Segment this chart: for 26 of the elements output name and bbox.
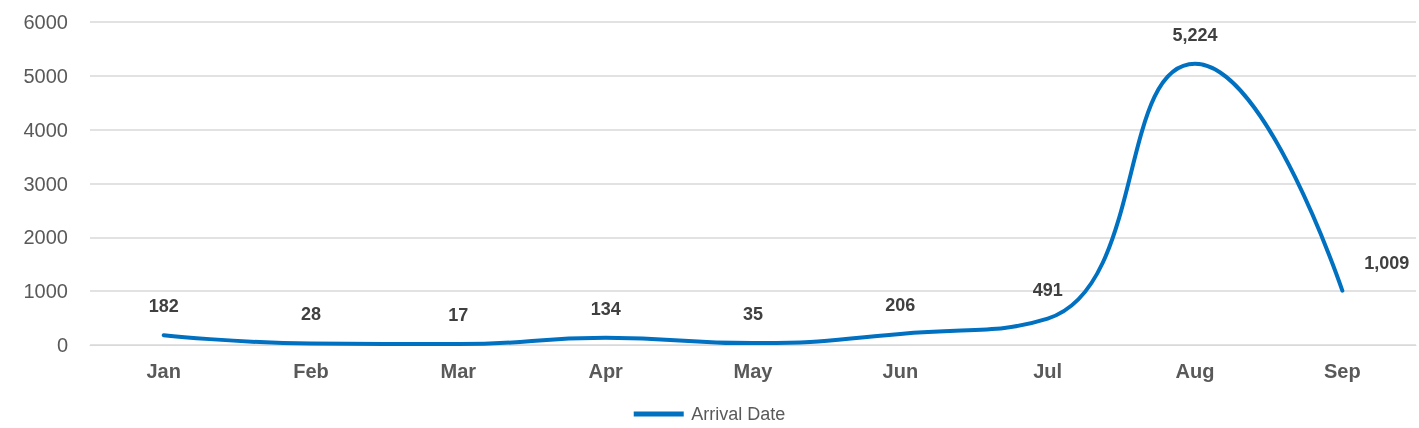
data-label: 28 [300, 304, 322, 325]
x-tick-label: Jul [1033, 360, 1063, 382]
x-tick-label: Apr [588, 360, 624, 382]
y-tick-label: 5000 [23, 64, 68, 87]
x-tick-label: Mar [440, 360, 477, 382]
x-tick-label: Jun [882, 360, 919, 382]
data-label: 206 [885, 294, 916, 315]
y-tick-label: 0 [56, 334, 68, 356]
x-tick-label: Aug [1175, 360, 1215, 382]
data-label: 35 [742, 304, 764, 325]
data-label: 5,224 [1172, 24, 1218, 45]
data-label: 17 [448, 305, 469, 326]
data-label: 182 [148, 296, 179, 317]
y-tick-label: 4000 [23, 118, 68, 141]
y-tick-label: 6000 [23, 11, 68, 33]
x-tick-label: Feb [293, 360, 329, 382]
legend-label: Arrival Date [691, 404, 786, 424]
data-label: 134 [590, 298, 621, 319]
x-tick-label: Sep [1323, 360, 1361, 382]
data-label: 491 [1032, 279, 1063, 300]
y-tick-label: 3000 [23, 172, 68, 195]
y-tick-label: 1000 [23, 280, 68, 303]
data-label: 1,009 [1364, 252, 1410, 273]
y-tick-label: 2000 [23, 226, 68, 249]
x-tick-label: Jan [146, 360, 181, 382]
x-tick-label: May [733, 360, 774, 382]
